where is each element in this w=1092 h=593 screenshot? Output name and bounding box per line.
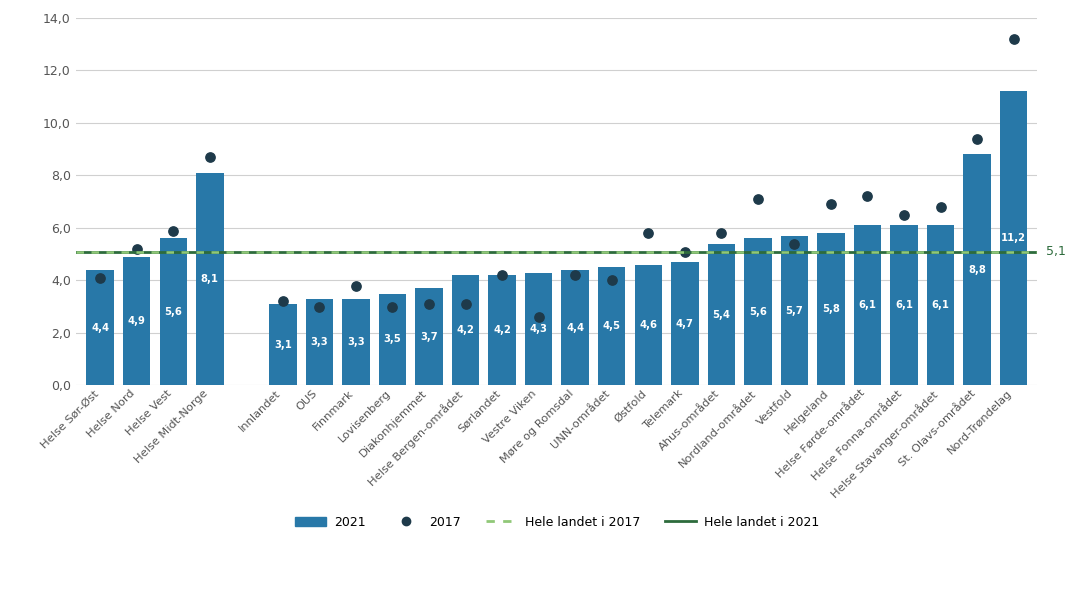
- Point: [603, 276, 620, 285]
- Bar: [634, 264, 662, 385]
- Point: [201, 152, 218, 162]
- Bar: [306, 299, 333, 385]
- Bar: [342, 299, 370, 385]
- Text: 11,2: 11,2: [1001, 234, 1026, 243]
- Point: [640, 228, 657, 238]
- Text: 3,3: 3,3: [347, 337, 365, 347]
- Point: [785, 239, 803, 248]
- Bar: [488, 275, 515, 385]
- Text: 4,9: 4,9: [128, 316, 145, 326]
- Bar: [561, 270, 589, 385]
- Bar: [525, 273, 553, 385]
- Bar: [854, 225, 881, 385]
- Text: 4,4: 4,4: [566, 323, 584, 333]
- Bar: [379, 294, 406, 385]
- Text: 4,7: 4,7: [676, 318, 693, 329]
- Bar: [1000, 91, 1028, 385]
- Point: [895, 210, 913, 219]
- Text: 6,1: 6,1: [931, 300, 950, 310]
- Point: [567, 270, 584, 280]
- Point: [456, 299, 474, 309]
- Bar: [927, 225, 954, 385]
- Text: 4,2: 4,2: [494, 326, 511, 335]
- Text: 5,1: 5,1: [1046, 245, 1066, 258]
- Point: [92, 273, 109, 282]
- Text: 4,6: 4,6: [639, 320, 657, 330]
- Text: 5,8: 5,8: [822, 304, 840, 314]
- Point: [713, 228, 731, 238]
- Text: 8,8: 8,8: [969, 265, 986, 275]
- Legend: 2021, 2017, Hele landet i 2017, Hele landet i 2021: 2021, 2017, Hele landet i 2017, Hele lan…: [289, 511, 824, 534]
- Bar: [86, 270, 114, 385]
- Bar: [781, 236, 808, 385]
- Point: [383, 302, 401, 311]
- Point: [822, 199, 840, 209]
- Text: 3,3: 3,3: [310, 337, 329, 347]
- Point: [1005, 34, 1022, 43]
- Bar: [817, 233, 844, 385]
- Bar: [708, 244, 735, 385]
- Point: [494, 270, 511, 280]
- Text: 4,3: 4,3: [530, 324, 547, 334]
- Text: 6,1: 6,1: [895, 300, 913, 310]
- Point: [274, 296, 292, 306]
- Point: [165, 226, 182, 235]
- Text: 8,1: 8,1: [201, 274, 218, 284]
- Text: 5,4: 5,4: [712, 310, 731, 320]
- Text: 5,6: 5,6: [749, 307, 767, 317]
- Bar: [270, 304, 297, 385]
- Bar: [672, 262, 699, 385]
- Text: 3,5: 3,5: [383, 334, 402, 345]
- Point: [858, 192, 876, 201]
- Bar: [415, 288, 442, 385]
- Bar: [123, 257, 151, 385]
- Point: [969, 134, 986, 144]
- Text: 4,2: 4,2: [456, 326, 475, 335]
- Bar: [744, 238, 772, 385]
- Text: 4,4: 4,4: [91, 323, 109, 333]
- Point: [749, 195, 767, 204]
- Point: [420, 299, 438, 309]
- Text: 3,1: 3,1: [274, 340, 292, 350]
- Bar: [159, 238, 187, 385]
- Bar: [890, 225, 917, 385]
- Text: 3,7: 3,7: [420, 332, 438, 342]
- Point: [530, 313, 547, 322]
- Point: [676, 247, 693, 256]
- Text: 6,1: 6,1: [858, 300, 877, 310]
- Point: [311, 302, 329, 311]
- Bar: [963, 154, 990, 385]
- Bar: [598, 267, 626, 385]
- Bar: [197, 173, 224, 385]
- Text: 5,7: 5,7: [785, 305, 804, 315]
- Text: 4,5: 4,5: [603, 321, 620, 331]
- Text: 5,6: 5,6: [164, 307, 182, 317]
- Point: [931, 202, 949, 212]
- Bar: [452, 275, 479, 385]
- Point: [347, 281, 365, 291]
- Point: [128, 244, 145, 254]
